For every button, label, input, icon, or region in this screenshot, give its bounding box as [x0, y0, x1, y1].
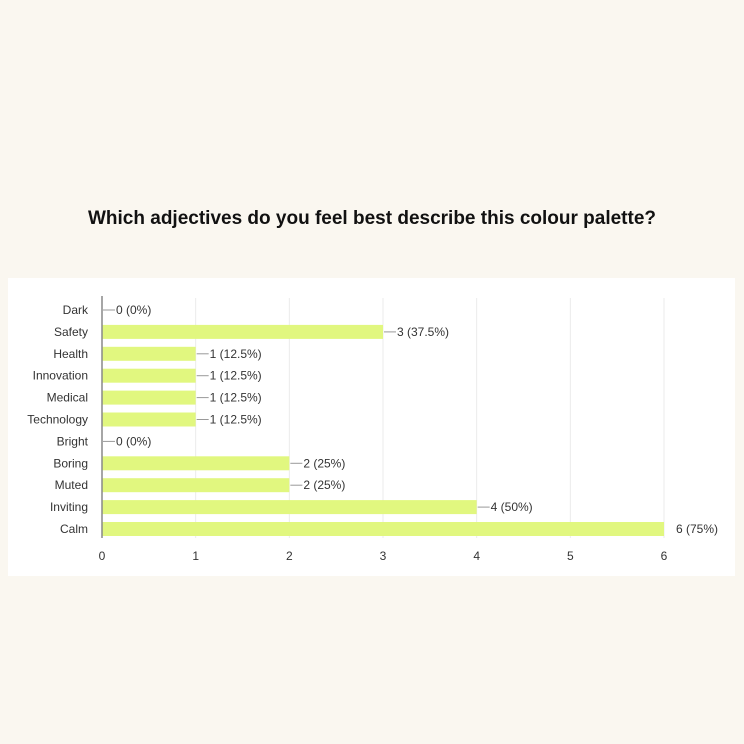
data-label: 0 (0%): [116, 434, 151, 448]
bar: [102, 478, 290, 493]
x-tick-label: 0: [99, 549, 106, 563]
data-label: 0 (0%): [116, 303, 151, 317]
data-label: 1 (12.5%): [210, 413, 262, 427]
bar: [102, 390, 196, 405]
bar: [102, 324, 383, 339]
data-label: 4 (50%): [491, 500, 533, 514]
data-label: 3 (37.5%): [397, 325, 449, 339]
category-label: Safety: [54, 325, 88, 339]
chart-title: Which adjectives do you feel best descri…: [87, 208, 657, 229]
category-label: Muted: [55, 478, 88, 492]
chart-panel: 0 1 2 3 4 5 6 Dark 0 (0%) Safety 3 (37.5%) Health 1 …: [8, 278, 735, 576]
category-label: Medical: [47, 391, 88, 405]
x-tick-label: 2: [286, 549, 293, 563]
x-tick-label: 4: [473, 549, 480, 563]
category-label: Bright: [57, 434, 89, 448]
category-label: Inviting: [50, 500, 88, 514]
x-tick-label: 3: [380, 549, 387, 563]
data-label: 2 (25%): [303, 478, 345, 492]
category-label: Dark: [63, 303, 89, 317]
x-tick-label: 1: [192, 549, 199, 563]
data-label: 1 (12.5%): [210, 369, 262, 383]
data-label: 1 (12.5%): [210, 347, 262, 361]
x-tick-label: 5: [567, 549, 574, 563]
category-label: Boring: [53, 456, 88, 470]
category-label: Innovation: [33, 369, 88, 383]
category-label: Calm: [60, 522, 88, 536]
data-label: 2 (25%): [303, 456, 345, 470]
bar: [102, 412, 196, 427]
bar: [102, 346, 196, 361]
bar: [102, 368, 196, 383]
bar-chart: 0 1 2 3 4 5 6 Dark 0 (0%) Safety 3 (37.5%) Health 1 …: [27, 296, 718, 563]
data-label: 1 (12.5%): [210, 391, 262, 405]
category-label: Technology: [27, 413, 88, 427]
bar: [102, 522, 664, 536]
data-label: 6 (75%): [676, 522, 718, 536]
x-tick-label: 6: [661, 549, 668, 563]
category-label: Health: [53, 347, 88, 361]
bar: [102, 500, 477, 515]
bar: [102, 456, 290, 471]
